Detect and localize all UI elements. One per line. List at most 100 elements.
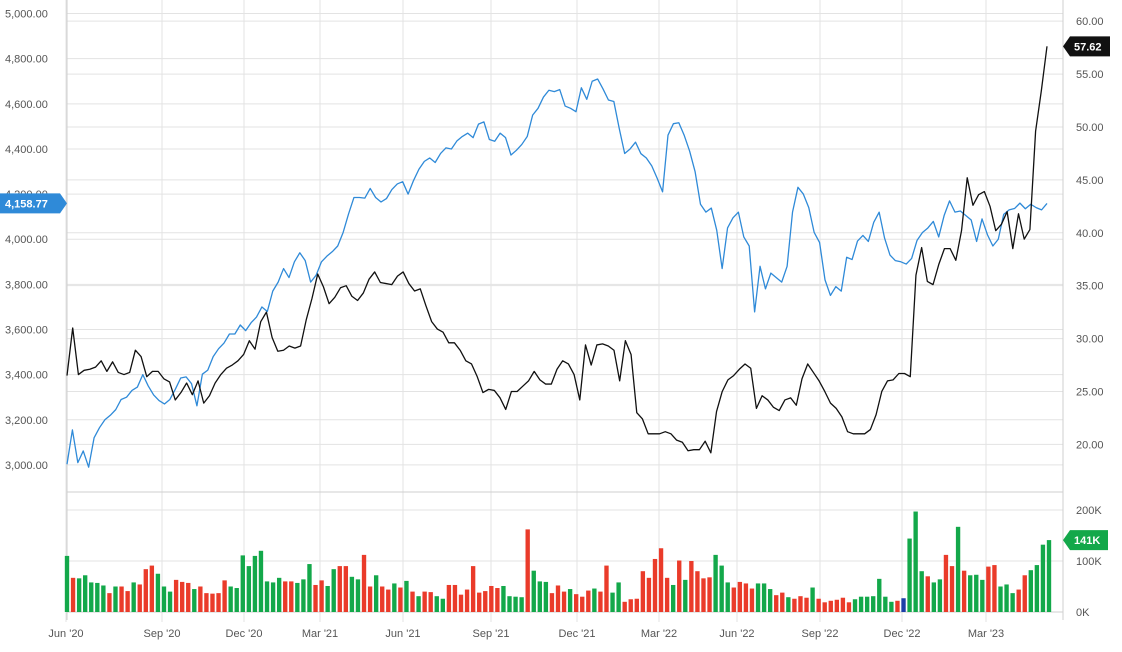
volume-bar	[83, 575, 88, 612]
volume-bar	[713, 554, 718, 612]
volume-bar	[974, 574, 979, 612]
right-axis-tick-label: 35.00	[1076, 281, 1104, 293]
volume-bar	[604, 565, 609, 612]
index-last-value-label: 4,158.77	[5, 198, 48, 210]
volume-bar	[549, 593, 555, 612]
volume-bar	[446, 584, 452, 612]
volume-bar	[440, 598, 445, 612]
volume-bar	[398, 587, 403, 612]
volume-bar	[519, 597, 524, 612]
volume-bar	[416, 596, 421, 612]
volume-bar	[822, 602, 827, 612]
volume-bar	[337, 566, 342, 612]
left-axis-tick-label: 3,000.00	[5, 460, 48, 472]
volume-bar	[349, 576, 355, 612]
left-axis-tick-label: 3,400.00	[5, 370, 48, 382]
volume-bar	[622, 601, 627, 612]
volume-bar	[919, 571, 924, 612]
volume-bar	[580, 596, 585, 612]
volume-bar	[167, 591, 173, 612]
volume-bar	[89, 582, 94, 612]
volume-bars	[64, 511, 1052, 612]
volume-bar	[901, 598, 906, 612]
volume-bar	[731, 587, 736, 612]
volume-bar	[798, 596, 803, 612]
volume-bar	[410, 591, 415, 612]
volume-bar	[852, 599, 858, 612]
volume-bar	[646, 577, 652, 612]
volume-bar	[489, 585, 494, 612]
volume-bar	[283, 581, 288, 612]
volume-bar	[846, 602, 852, 612]
volume-bar	[943, 554, 949, 612]
volume-bar	[737, 581, 743, 612]
left-axis-tick-label: 4,400.00	[5, 144, 48, 156]
volume-bar	[373, 575, 379, 612]
volume-bar	[816, 598, 821, 612]
volume-bar	[1004, 584, 1009, 612]
x-axis-tick-label: Sep '21	[473, 628, 510, 640]
volume-bar	[574, 594, 579, 612]
volume-bar	[531, 570, 536, 612]
volume-bar	[125, 591, 130, 612]
volume-bar	[858, 596, 864, 612]
volume-bar	[434, 596, 439, 612]
right-axis-tick-label: 30.00	[1076, 334, 1104, 346]
volume-bar	[774, 595, 779, 612]
stock-series-line	[66, 46, 1048, 454]
volume-bar	[767, 589, 773, 612]
volume-bar	[652, 558, 658, 612]
volume-bar	[937, 579, 943, 612]
volume-axis-labels: 200K 100K 0K	[1076, 505, 1102, 619]
volume-bar	[422, 591, 427, 612]
index-last-value-badge	[0, 193, 67, 214]
left-axis-tick-label: 3,800.00	[5, 279, 48, 291]
volume-bar	[70, 577, 76, 612]
volume-bar	[792, 598, 797, 612]
volume-bar	[810, 587, 815, 612]
right-axis-tick-label: 50.00	[1076, 122, 1104, 134]
x-axis-tick-label: Sep '22	[802, 628, 839, 640]
volume-bar	[761, 583, 767, 612]
volume-bar	[95, 582, 100, 612]
volume-bar	[949, 566, 955, 612]
x-axis-labels: Jun '20 Sep '20 Dec '20 Mar '21 Jun '21 Sep '…	[48, 628, 1004, 640]
volume-bar	[222, 580, 227, 612]
volume-bar	[464, 589, 470, 612]
volume-bar	[264, 581, 270, 612]
volume-bar	[204, 593, 209, 612]
stock-last-value-label: 57.62	[1074, 41, 1102, 53]
volume-bar	[877, 578, 882, 612]
volume-bar	[701, 578, 706, 612]
volume-bar	[173, 579, 179, 612]
volume-bar	[543, 581, 549, 612]
volume-bar	[961, 570, 967, 612]
volume-bar	[325, 585, 330, 612]
volume-bar	[677, 560, 682, 612]
volume-bar	[719, 565, 724, 612]
volume-bar	[386, 589, 391, 612]
volume-bar	[725, 582, 730, 612]
volume-bar	[161, 586, 167, 612]
volume-bar	[1028, 570, 1033, 612]
volume-bar	[828, 600, 833, 612]
volume-bar	[216, 593, 221, 612]
volume-bar	[192, 589, 197, 612]
volume-axis-tick-label: 0K	[1076, 607, 1090, 619]
volume-bar	[864, 596, 870, 612]
x-axis-tick-label: Dec '22	[884, 628, 921, 640]
right-axis-labels: 20.00 25.00 30.00 35.00 40.00 45.00 50.00 55.00…	[1076, 16, 1104, 451]
right-axis-tick-label: 55.00	[1076, 69, 1104, 81]
volume-bar	[913, 511, 918, 612]
volume-bar	[101, 585, 106, 612]
volume-bar	[234, 588, 239, 612]
volume-bar	[240, 555, 245, 612]
volume-bar	[513, 596, 518, 612]
x-axis-tick-label: Jun '21	[385, 628, 420, 640]
volume-bar	[689, 561, 694, 612]
volume-bar	[883, 596, 888, 612]
volume-bar	[76, 578, 82, 612]
volume-bar	[295, 582, 300, 612]
